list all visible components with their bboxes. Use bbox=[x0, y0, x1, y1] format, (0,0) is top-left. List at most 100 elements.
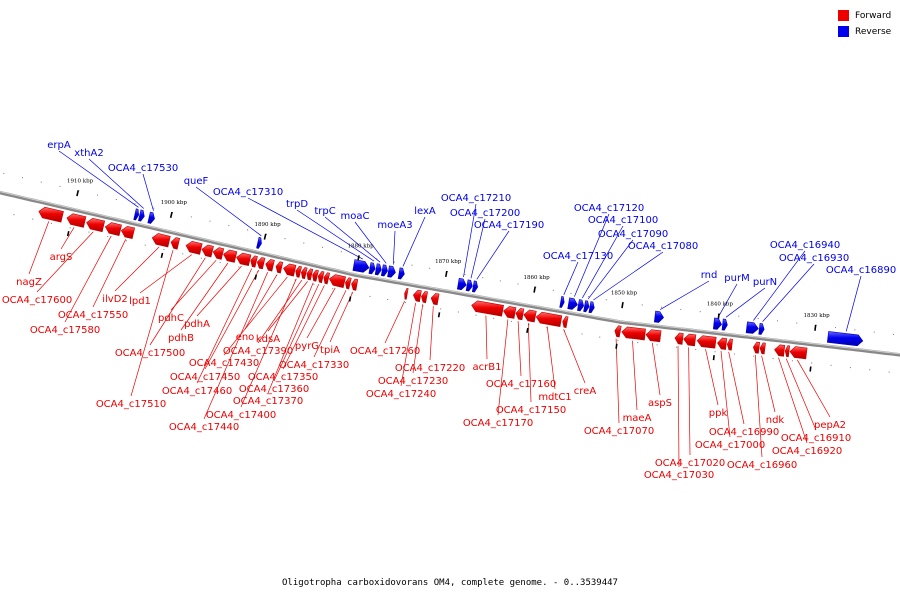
leader-oca4-c17190 bbox=[476, 230, 510, 280]
tick-mark-lower bbox=[526, 327, 529, 334]
tick-label-1870-kbp: 1870 kbp bbox=[435, 259, 462, 265]
leader-oca4-c17020 bbox=[688, 347, 691, 456]
tick-mark bbox=[263, 233, 267, 240]
gene-label-quef: queF bbox=[184, 176, 209, 187]
gene-arrow-purn bbox=[721, 318, 728, 331]
position-dot bbox=[570, 292, 572, 294]
gene-arrow-oca4-c17460 bbox=[250, 255, 258, 268]
gene-label-oca4-c17080: OCA4_c17080 bbox=[628, 241, 698, 252]
position-dot bbox=[411, 264, 413, 266]
gene-arrow-oca4-c17330 bbox=[345, 277, 352, 290]
position-dot bbox=[50, 222, 52, 224]
gene-label-oca4-c16930: OCA4_c16930 bbox=[779, 253, 849, 264]
leader-oca4-c17450 bbox=[204, 269, 260, 370]
tick-label-1840-kbp: 1840 kbp bbox=[707, 302, 734, 308]
gene-arrow-acrb1 bbox=[471, 300, 504, 317]
gene-arrow-lexa bbox=[397, 267, 405, 280]
position-dot bbox=[714, 351, 716, 353]
position-dot bbox=[499, 280, 501, 282]
position-dot bbox=[733, 353, 735, 355]
gene-label-rnd: rnd bbox=[701, 270, 718, 281]
position-dot bbox=[552, 289, 554, 291]
leader-oca4-c17100 bbox=[581, 225, 624, 299]
gene-label-crea: creA bbox=[574, 386, 597, 397]
gene-label-pdhc: pdhC bbox=[158, 313, 184, 324]
position-dot bbox=[313, 283, 315, 285]
leader-oca4-c16920 bbox=[778, 357, 808, 444]
gene-label-oca4-c17150: OCA4_c17150 bbox=[496, 405, 566, 416]
leader-eno bbox=[244, 274, 278, 330]
gene-label-oca4-c16910: OCA4_c16910 bbox=[781, 433, 851, 444]
legend-item-reverse: Reverse bbox=[838, 25, 898, 38]
position-dot bbox=[695, 348, 697, 350]
gene-arrow-oca4-c17360 bbox=[317, 271, 325, 284]
leader-oca4-c17210 bbox=[463, 203, 477, 278]
position-dot bbox=[153, 207, 155, 209]
leader-oca4-c17500 bbox=[149, 257, 206, 346]
leader-oca4-c17460 bbox=[196, 268, 253, 384]
position-dot bbox=[144, 244, 146, 246]
leader-oca4-c17360 bbox=[273, 283, 320, 382]
gene-label-oca4-c17170: OCA4_c17170 bbox=[463, 418, 533, 429]
gene-label-xtha2: xthA2 bbox=[74, 148, 103, 159]
tick-mark-lower bbox=[254, 274, 258, 280]
leader-pdha bbox=[196, 265, 242, 317]
gene-arrow-oca4-c17100 bbox=[577, 299, 585, 312]
leader-oca4-c17350 bbox=[282, 285, 325, 370]
position-dot bbox=[107, 236, 109, 237]
gene-label-trpc: trpC bbox=[314, 206, 335, 217]
leader-nagz bbox=[28, 221, 50, 275]
gene-arrow-oca4-c17500 bbox=[201, 244, 214, 258]
leader-oca4-c17150 bbox=[527, 322, 532, 403]
gene-arrow-oca4-c17260 bbox=[404, 287, 409, 300]
leader-ndk bbox=[761, 355, 776, 413]
gene-arrow-oca4-c16920 bbox=[774, 344, 786, 357]
gene-label-kdsa: kdsA bbox=[256, 334, 280, 345]
leader-trpc bbox=[324, 216, 381, 263]
position-dot bbox=[661, 306, 662, 308]
tick-mark-lower bbox=[348, 296, 352, 302]
legend: Forward Reverse bbox=[838, 9, 898, 41]
leader-oca4-c17240 bbox=[400, 302, 416, 387]
gene-label-oca4-c17350: OCA4_c17350 bbox=[248, 372, 318, 383]
gene-labels: nagZ argS OCA4_c17600 OCA4_c17580 OCA4_c1755… bbox=[2, 140, 896, 481]
gene-arrow-oca4-c17550 bbox=[120, 225, 136, 240]
gene-label-oca4-c17530: OCA4_c17530 bbox=[108, 163, 178, 174]
genome-caption: Oligotropha carboxidovorans OM4, complet… bbox=[282, 578, 618, 588]
gene-label-oca4-c17360: OCA4_c17360 bbox=[239, 384, 309, 395]
position-dot bbox=[605, 299, 607, 301]
gene-arrow-oca4-c17200 bbox=[465, 279, 473, 292]
position-dot bbox=[738, 315, 740, 317]
gene-arrow-oca4-c17310 bbox=[352, 259, 370, 273]
gene-arrow-pdhb bbox=[223, 249, 238, 263]
gene-arrow-trpd bbox=[368, 262, 376, 275]
leader-xtha2 bbox=[88, 158, 144, 209]
leader-oca4-c17580 bbox=[64, 235, 112, 323]
position-dot bbox=[219, 262, 221, 264]
legend-label-reverse: Reverse bbox=[855, 26, 892, 37]
position-dot bbox=[429, 267, 431, 269]
gene-arrow-oca4-c17230 bbox=[421, 291, 428, 304]
gene-arrow-oca4-c17350 bbox=[323, 272, 331, 285]
gene-label-ilvd2: ilvD2 bbox=[102, 294, 128, 305]
position-dot bbox=[387, 299, 389, 300]
backbone-line bbox=[0, 190, 900, 357]
position-dot bbox=[811, 362, 813, 364]
position-dot bbox=[753, 355, 755, 357]
gene-arrow-crea bbox=[562, 316, 569, 329]
position-dot bbox=[680, 308, 682, 310]
position-dot bbox=[772, 358, 774, 359]
position-dot bbox=[69, 227, 71, 229]
leader-oca4-c17200 bbox=[470, 218, 486, 279]
gene-arrow-rnd bbox=[653, 310, 664, 323]
gene-arrow-oca4-c17160 bbox=[515, 308, 525, 321]
gene-label-oca4-c17090: OCA4_c17090 bbox=[598, 229, 668, 240]
tick-mark bbox=[76, 190, 80, 197]
position-dot bbox=[617, 339, 619, 341]
gene-arrow-trpc bbox=[374, 263, 382, 276]
gene-label-oca4-c17230: OCA4_c17230 bbox=[378, 376, 448, 387]
leader-oca4-c17370 bbox=[267, 282, 314, 394]
tick-label-1850-kbp: 1850 kbp bbox=[611, 290, 638, 296]
gene-arrow-oca4-c17600 bbox=[86, 217, 106, 233]
